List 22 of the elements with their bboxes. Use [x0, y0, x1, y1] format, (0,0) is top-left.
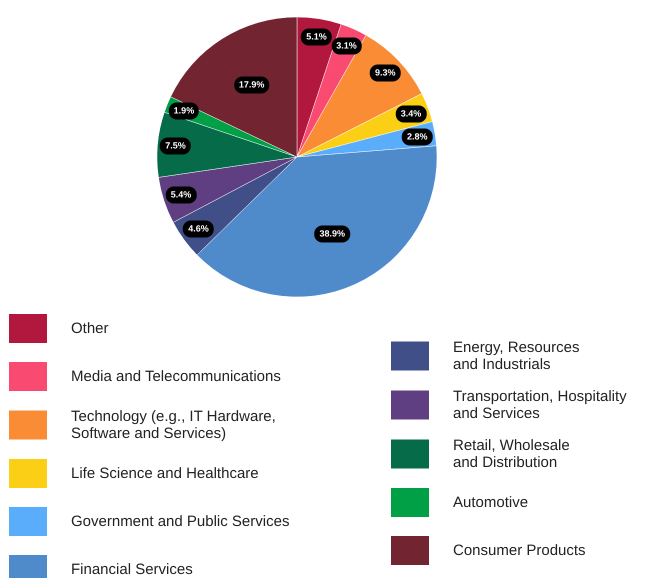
legend-label: Technology (e.g., IT Hardware, Software and Services) [71, 408, 280, 442]
data-label: 7.5% [160, 138, 191, 155]
legend-label: Transportation, Hospitality and Services [453, 388, 628, 422]
data-label: 38.9% [314, 226, 350, 243]
legend-label: Government and Public Services [71, 513, 290, 530]
legend-label: Financial Services [71, 561, 193, 578]
data-label: 3.4% [396, 105, 426, 122]
data-label: 3.1% [331, 37, 362, 54]
legend-label: Consumer Products [453, 542, 586, 559]
legend-label: Energy, Resources and Industrials [453, 339, 580, 373]
data-label: 2.8% [402, 128, 433, 146]
legend-label: Media and Telecommunications [71, 368, 281, 385]
legend-label: Other [71, 320, 109, 337]
data-label: 5.1% [301, 28, 332, 46]
data-label: 5.4% [166, 186, 196, 204]
legend-label: Life Science and Healthcare [71, 465, 259, 482]
legend-label: Automotive [453, 494, 528, 511]
data-label: 9.3% [370, 64, 400, 82]
data-label: 1.9% [168, 102, 200, 120]
legend-label: Retail, Wholesale and Distribution [453, 437, 570, 471]
data-label: 4.6% [183, 220, 214, 238]
data-label: 17.9% [234, 76, 270, 94]
